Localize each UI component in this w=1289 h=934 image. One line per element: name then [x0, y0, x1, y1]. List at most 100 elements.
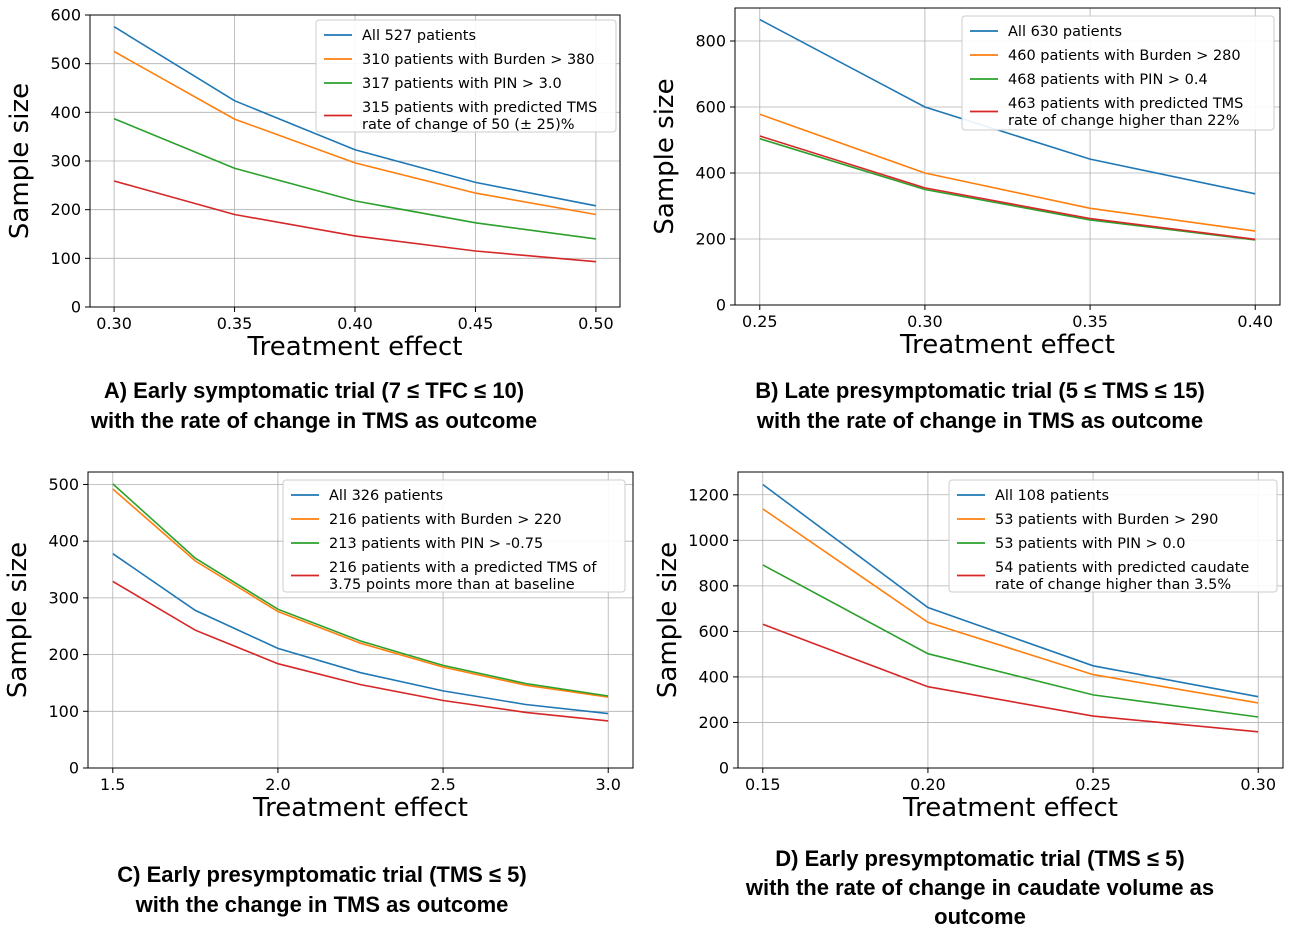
y-tick-label: 400 [695, 164, 726, 183]
y-tick-label: 300 [50, 152, 81, 171]
y-tick-label: 500 [50, 54, 81, 73]
legend-entry-4: rate of change higher than 3.5% [995, 577, 1231, 593]
legend-box [282, 479, 626, 593]
series-line-1 [762, 483, 1259, 698]
x-tick-label: 0.25 [742, 312, 778, 331]
y-axis-label: Sample size [5, 83, 35, 239]
legend: All 527 patients 310 patients with Burden… [315, 19, 617, 133]
series-line-2 [112, 488, 609, 698]
axes-frame [87, 471, 634, 769]
y-tick-label: 400 [698, 667, 729, 686]
legend-entry-4: 315 patients with predicted TMS [362, 100, 597, 116]
series-line-3 [762, 564, 1259, 718]
legend-entry-1: All 108 patients [995, 488, 1109, 504]
x-tick-label: 0.45 [458, 314, 494, 333]
chart-a: 0.30 0.35 0.40 0.45 0.50 0 100 200 300 400 500 600 T… [5, 6, 621, 362]
x-tick-label: 2.0 [265, 775, 290, 794]
y-tick-label: 400 [48, 532, 79, 551]
x-axis-label: Treatment effect [902, 793, 1118, 823]
panel-caption-a: with the rate of change in TMS as outcom… [90, 408, 537, 433]
x-tick-label: 0.50 [578, 314, 614, 333]
legend-entry-4: rate of change of 50 (± 25)% [362, 117, 575, 133]
chart-c: 1.5 2.0 2.5 3.0 0 100 200 300 400 500 Treatment ef… [3, 471, 634, 823]
y-tick-label: 500 [48, 475, 79, 494]
y-tick-label: 0 [716, 296, 726, 315]
x-tick-label: 1.5 [100, 775, 125, 794]
legend-entry-4: 216 patients with a predicted TMS of [329, 560, 597, 576]
series-line-4 [762, 623, 1259, 733]
y-tick-label: 1000 [688, 531, 729, 550]
series-line-3 [759, 137, 1256, 241]
y-tick-label: 400 [50, 103, 81, 122]
legend-box [948, 479, 1278, 593]
panel-caption-c: with the change in TMS as outcome [135, 892, 509, 917]
x-tick-label: 0.35 [1072, 312, 1108, 331]
chart-b: 0.25 0.30 0.35 0.40 0 200 400 600 800 Treatment e… [650, 7, 1281, 360]
x-tick-label: 3.0 [596, 775, 621, 794]
legend: All 108 patients 53 patients with Burden … [948, 479, 1278, 593]
x-tick-label: 0.30 [907, 312, 943, 331]
series-line-2 [762, 508, 1259, 704]
legend-entry-4: 3.75 points more than at baseline [329, 577, 575, 593]
series-line-3 [112, 483, 609, 697]
y-tick-label: 0 [719, 759, 729, 778]
x-tick-label: 0.30 [96, 314, 132, 333]
series-line-4 [112, 580, 609, 722]
legend-entry-3: 468 patients with PIN > 0.4 [1008, 72, 1208, 88]
legend-entry-2: 216 patients with Burden > 220 [329, 512, 562, 528]
series-line-1 [112, 553, 609, 715]
x-tick-label: 0.35 [217, 314, 253, 333]
y-tick-label: 100 [48, 702, 79, 721]
series-line-2 [759, 113, 1256, 232]
y-axis-label: Sample size [650, 78, 680, 234]
legend: All 630 patients 460 patients with Burden… [961, 15, 1275, 131]
panel-caption-b: with the rate of change in TMS as outcom… [756, 408, 1203, 433]
legend-entry-4: 54 patients with predicted caudate [995, 560, 1249, 576]
legend-entry-3: 213 patients with PIN > -0.75 [329, 536, 543, 552]
panel-caption-a: A) Early symptomatic trial (7 ≤ TFC ≤ 10… [104, 378, 524, 403]
legend-entry-1: All 527 patients [362, 28, 476, 44]
x-axis-label: Treatment effect [899, 330, 1115, 360]
y-tick-label: 600 [698, 622, 729, 641]
x-tick-label: 2.5 [430, 775, 455, 794]
x-tick-label: 0.15 [745, 775, 781, 794]
series-line-4 [113, 180, 596, 263]
series-line-3 [113, 117, 597, 240]
y-tick-label: 1200 [688, 485, 729, 504]
y-tick-label: 0 [69, 759, 79, 778]
y-tick-label: 300 [48, 588, 79, 607]
y-tick-label: 0 [71, 298, 81, 317]
legend-entry-4: 463 patients with predicted TMS [1008, 96, 1243, 112]
y-tick-label: 200 [698, 713, 729, 732]
legend-entry-4: rate of change higher than 22% [1008, 113, 1240, 129]
axes-frame [89, 14, 621, 308]
legend-entry-3: 317 patients with PIN > 3.0 [362, 76, 562, 92]
series-line-2 [113, 50, 597, 216]
legend-entry-2: 53 patients with Burden > 290 [995, 512, 1218, 528]
legend-entry-1: All 326 patients [329, 488, 443, 504]
panel-caption-c: C) Early presymptomatic trial (TMS ≤ 5) [117, 862, 526, 887]
series-line-4 [759, 135, 1256, 241]
x-axis-label: Treatment effect [252, 793, 468, 823]
x-axis-label: Treatment effect [247, 332, 463, 362]
x-tick-label: 0.40 [1237, 312, 1273, 331]
chart-d: 0.15 0.20 0.25 0.30 0 200 400 600 800 1000 1200 Tre… [653, 471, 1284, 823]
y-tick-label: 600 [695, 98, 726, 117]
y-axis-label: Sample size [653, 542, 683, 698]
legend: All 326 patients 216 patients with Burden… [282, 479, 626, 593]
y-tick-label: 200 [50, 200, 81, 219]
legend-box [315, 19, 617, 133]
x-tick-label: 0.20 [910, 775, 946, 794]
legend-entry-2: 460 patients with Burden > 280 [1008, 48, 1241, 64]
panel-caption-b: B) Late presymptomatic trial (5 ≤ TMS ≤ … [755, 378, 1205, 403]
panel-caption-d: with the rate of change in caudate volum… [745, 875, 1214, 900]
y-tick-label: 200 [48, 645, 79, 664]
x-tick-label: 0.40 [337, 314, 373, 333]
y-tick-label: 200 [695, 230, 726, 249]
legend-box [961, 15, 1275, 131]
y-tick-label: 100 [50, 249, 81, 268]
panel-caption-d: outcome [934, 904, 1026, 929]
series-line-1 [759, 18, 1256, 195]
axes-frame [734, 7, 1281, 306]
